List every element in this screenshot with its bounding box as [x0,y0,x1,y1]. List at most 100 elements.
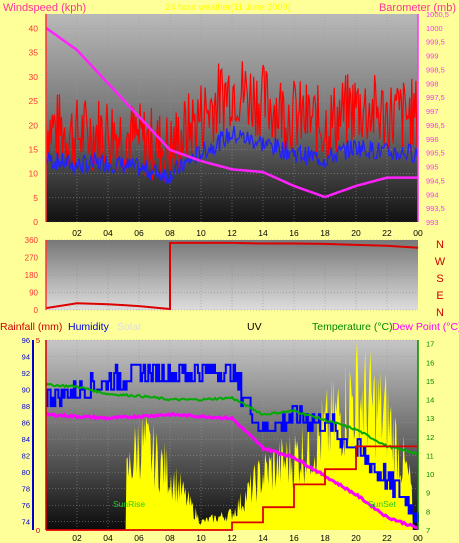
barometer-tick-label: 998 [426,79,439,88]
top-x-tick-label: 12 [227,228,237,238]
bottom-x-tick-label: 14 [258,533,268,543]
top-x-tick-label: 20 [351,228,361,238]
humidity-series-line [46,363,419,523]
temperature-label: Temperature (°C) [312,321,393,333]
top-x-tick-label: 04 [103,228,113,238]
humidity-tick-label: 96 [22,336,30,345]
barometer-tick-label: 994 [426,190,439,199]
top-x-tick-label: 08 [165,228,175,238]
top-x-tick-label: 18 [320,228,330,238]
rainfall-tick-label: 0 [36,526,40,535]
temperature-tick-label: 17 [426,340,434,349]
barometer-tick-label: 998,5 [426,65,445,74]
barometer-tick-label: 994,5 [426,176,445,185]
humidity-tick-label: 84 [22,435,30,444]
compass-label: N [436,307,444,319]
direction-tick-label: 270 [25,254,39,263]
barometer-tick-label: 999 [426,52,439,61]
barometer-tick-label: 993,5 [426,204,445,213]
rainfall-label: Rainfall (mm) [0,321,62,333]
dewpoint-label: Dew Point (°C) [392,321,459,333]
temperature-tick-label: 13 [426,414,434,423]
humidity-label: Humidity [68,321,110,333]
temperature-tick-label: 7 [426,526,430,535]
chart-title: 24 hour weather(11 June 2009) [166,2,291,12]
temperature-tick-label: 12 [426,433,434,442]
humidity-tick-label: 76 [22,501,30,510]
windspeed-tick-label: 25 [29,96,39,106]
uv-label: UV [247,321,262,333]
top-x-tick-label: 14 [258,228,268,238]
humidity-tick-label: 78 [22,485,30,494]
humidity-tick-label: 92 [22,369,30,378]
rainfall-series-line [46,445,418,531]
windspeed-axis-title: Windspeed (kph) [3,2,86,14]
barometer-tick-label: 995 [426,163,439,172]
top-x-tick-label: 00 [413,228,423,238]
windspeed-tick-label: 0 [33,217,38,227]
direction-tick-label: 180 [25,271,39,280]
humidity-tick-label: 82 [22,452,30,461]
solar-label: Solar [117,321,142,333]
windspeed-tick-label: 20 [29,120,39,130]
bottom-x-tick-label: 04 [103,533,113,543]
top-x-tick-label: 10 [196,228,206,238]
bottom-x-tick-label: 20 [351,533,361,543]
humidity-tick-label: 88 [22,402,30,411]
bottom-x-tick-label: 18 [320,533,330,543]
barometer-tick-label: 996,5 [426,121,445,130]
humidity-tick-label: 94 [22,353,30,362]
humidity-tick-label: 90 [22,386,30,395]
windspeed-tick-label: 40 [29,24,39,34]
windspeed-tick-label: 35 [29,48,39,58]
barometer-tick-label: 999,5 [426,38,445,47]
compass-label: W [435,256,446,268]
windspeed-tick-label: 10 [29,169,39,179]
humidity-tick-label: 80 [22,468,30,477]
temperature-tick-label: 8 [426,507,430,516]
temperature-tick-label: 11 [426,451,434,460]
sunset-label: SunSet [368,499,397,509]
bottom-x-tick-label: 08 [165,533,175,543]
humidity-tick-label: 86 [22,419,30,428]
rainfall-tick-label: 5 [36,336,40,345]
temperature-series-line [45,382,419,456]
barometer-axis-title: Barometer (mb) [379,2,456,14]
bottom-x-tick-label: 12 [227,533,237,543]
barometer-tick-label: 993 [426,218,439,227]
bottom-x-tick-label: 00 [413,533,423,543]
compass-label: N [436,239,444,251]
direction-tick-label: 90 [29,289,38,298]
temperature-tick-label: 14 [426,396,434,405]
bottom-x-tick-label: 06 [134,533,144,543]
barometer-tick-label: 997,5 [426,93,445,102]
wind-direction-series-line [45,241,419,311]
windspeed-tick-label: 30 [29,72,39,82]
top-x-tick-label: 16 [289,228,299,238]
direction-tick-label: 0 [34,306,39,315]
windspeed-tick-label: 15 [29,144,39,154]
windspeed-series-line [45,61,419,182]
bottom-x-tick-label: 16 [289,533,299,543]
temperature-tick-label: 9 [426,489,430,498]
compass-label: E [436,290,443,302]
sunrise-label: SunRise [113,499,145,509]
temperature-tick-label: 10 [426,470,434,479]
barometer-tick-label: 997 [426,107,439,116]
top-x-tick-label: 06 [134,228,144,238]
windspeed-tick-label: 5 [33,193,38,203]
barometer-tick-label: 1000,5 [426,10,449,19]
bottom-x-tick-label: 10 [196,533,206,543]
barometer-tick-label: 1000 [426,24,443,33]
barometer-series-line [45,26,418,199]
dewpoint-series-line [45,411,419,530]
humidity-tick-label: 74 [22,518,30,527]
bottom-x-tick-label: 22 [382,533,392,543]
temperature-tick-label: 16 [426,358,434,367]
top-x-tick-label: 02 [72,228,82,238]
top-x-tick-label: 22 [382,228,392,238]
compass-label: S [436,273,443,285]
barometer-tick-label: 996 [426,135,439,144]
wind-average-series-line [45,125,419,185]
